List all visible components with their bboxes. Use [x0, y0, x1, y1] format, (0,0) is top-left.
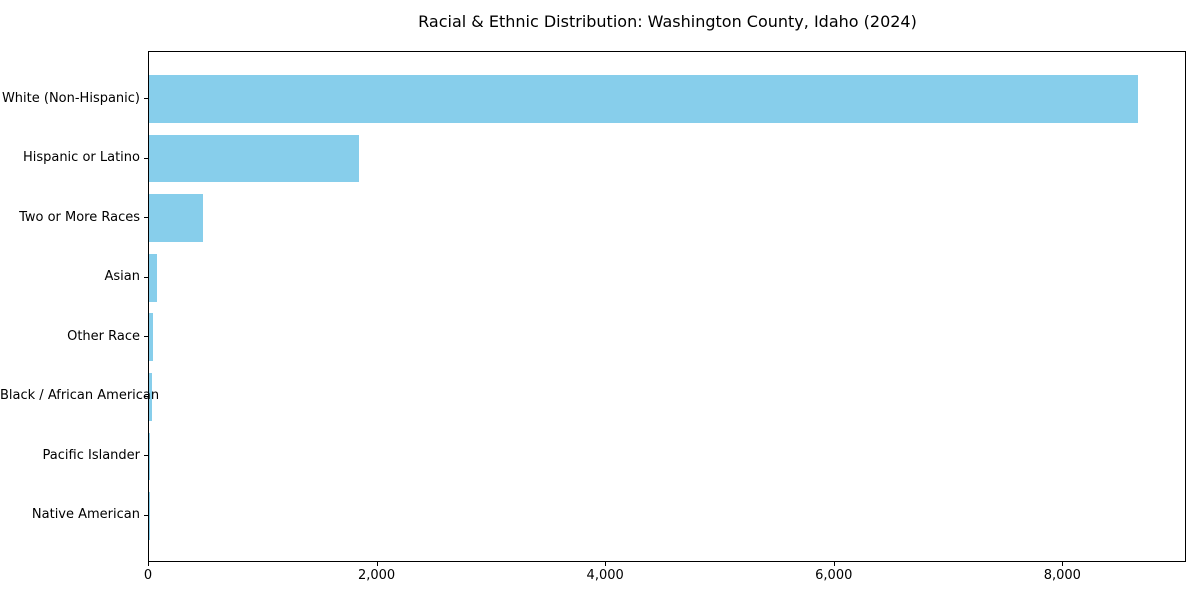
- x-tick-mark: [376, 562, 378, 566]
- plot-area: [148, 51, 1186, 562]
- y-tick-mark: [144, 336, 148, 338]
- y-tick-label: Other Race: [67, 328, 140, 344]
- y-tick-mark: [144, 157, 148, 159]
- chart-title: Racial & Ethnic Distribution: Washington…: [418, 12, 917, 31]
- x-tick-mark: [833, 562, 835, 566]
- x-tick-mark: [148, 562, 149, 566]
- x-tick-mark: [1062, 562, 1064, 566]
- x-tick-label: 8,000: [1043, 568, 1081, 583]
- y-tick-label: White (Non-Hispanic): [1, 90, 140, 106]
- bar: [149, 253, 158, 302]
- bar: [149, 313, 154, 362]
- x-tick-label: 6,000: [815, 568, 853, 583]
- y-tick-label: Pacific Islander: [42, 447, 140, 463]
- y-tick-mark: [144, 217, 148, 219]
- y-tick-label: Hispanic or Latino: [22, 150, 140, 166]
- y-tick-mark: [144, 455, 148, 457]
- y-tick-mark: [144, 514, 148, 516]
- y-tick-label: Asian: [104, 269, 140, 285]
- bar: [149, 194, 204, 242]
- bar: [149, 134, 360, 183]
- y-tick-label: Native American: [31, 507, 140, 523]
- bar: [149, 373, 153, 421]
- y-tick-mark: [144, 395, 148, 397]
- bar: [149, 492, 150, 540]
- x-tick-label: 4,000: [586, 568, 624, 583]
- x-tick-label: 2,000: [357, 568, 396, 583]
- x-tick-mark: [605, 562, 607, 566]
- y-tick-label: Two or More Races: [19, 209, 140, 225]
- bar: [149, 75, 1138, 123]
- y-tick-label: Black / African American: [0, 388, 160, 404]
- bar: [149, 432, 151, 481]
- y-tick-mark: [144, 98, 148, 100]
- x-tick-label: 0: [143, 568, 153, 583]
- y-tick-mark: [144, 276, 148, 278]
